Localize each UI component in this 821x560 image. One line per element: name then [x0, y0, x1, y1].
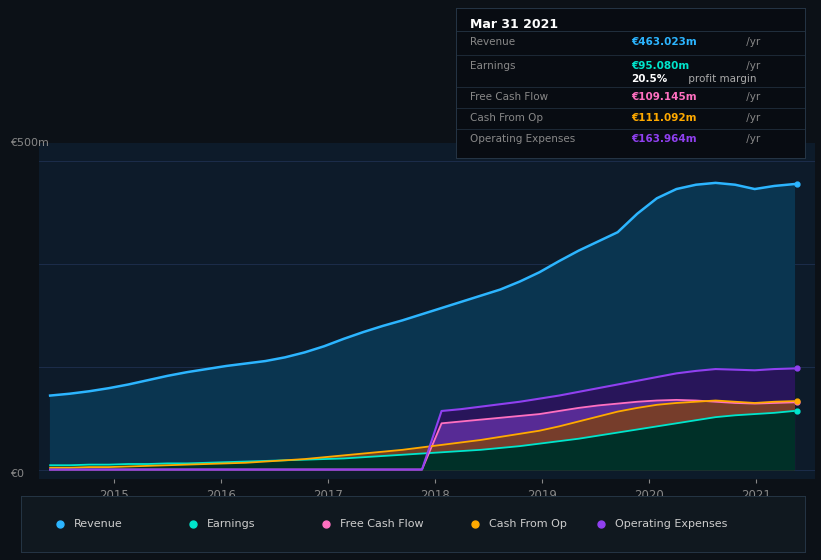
Text: /yr: /yr: [743, 92, 760, 102]
Text: €0: €0: [10, 469, 24, 479]
Text: /yr: /yr: [743, 113, 760, 123]
Text: €111.092m: €111.092m: [631, 113, 696, 123]
Text: Operating Expenses: Operating Expenses: [615, 519, 727, 529]
Text: /yr: /yr: [743, 36, 760, 46]
Text: €109.145m: €109.145m: [631, 92, 696, 102]
Text: Mar 31 2021: Mar 31 2021: [470, 17, 558, 31]
Text: €95.080m: €95.080m: [631, 60, 689, 71]
Text: Free Cash Flow: Free Cash Flow: [341, 519, 424, 529]
Text: /yr: /yr: [743, 134, 760, 144]
Text: Revenue: Revenue: [470, 36, 516, 46]
Text: Cash From Op: Cash From Op: [470, 113, 544, 123]
Text: Earnings: Earnings: [470, 60, 516, 71]
Text: Revenue: Revenue: [74, 519, 122, 529]
Text: 20.5%: 20.5%: [631, 74, 667, 84]
Text: €500m: €500m: [10, 138, 48, 148]
Text: Cash From Op: Cash From Op: [489, 519, 567, 529]
Text: Operating Expenses: Operating Expenses: [470, 134, 576, 144]
Text: €163.964m: €163.964m: [631, 134, 696, 144]
Text: €463.023m: €463.023m: [631, 36, 697, 46]
Text: /yr: /yr: [743, 60, 760, 71]
Text: profit margin: profit margin: [685, 74, 756, 84]
Text: Earnings: Earnings: [207, 519, 255, 529]
Text: Free Cash Flow: Free Cash Flow: [470, 92, 548, 102]
